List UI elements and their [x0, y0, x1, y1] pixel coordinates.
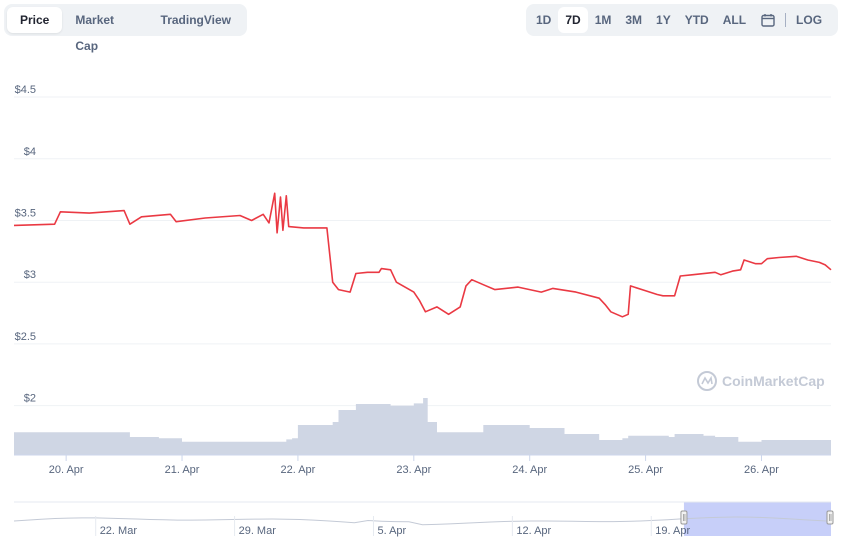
chart-type-tabs: Price Market Cap TradingView: [4, 4, 247, 53]
y-tick-label: $4: [24, 146, 36, 158]
range-1y-button[interactable]: 1Y: [656, 13, 671, 27]
navigator-tick-label: 29. Mar: [239, 525, 277, 537]
navigator-handle-right[interactable]: [826, 510, 834, 525]
y-tick-label: $3.5: [15, 207, 36, 219]
price-line: [13, 192, 832, 318]
x-tick-label: 21. Apr: [165, 464, 200, 476]
volume-bars: [14, 398, 831, 455]
tab-tradingview[interactable]: TradingView: [160, 13, 231, 27]
tab-market-cap[interactable]: Market Cap: [75, 13, 115, 53]
x-tick-label: 26. Apr: [744, 464, 779, 476]
range-3m-button[interactable]: 3M: [625, 13, 643, 27]
range-1d-button[interactable]: 1D: [536, 13, 552, 27]
grid-lines: [14, 96, 831, 407]
x-tick-label: 23. Apr: [396, 464, 431, 476]
tab-price[interactable]: Price: [7, 7, 63, 33]
range-buttons: 1D 7D 1M 3M 1Y YTD ALL: [529, 7, 753, 33]
coinmarketcap-logo-icon: [697, 371, 717, 391]
x-axis: 20. Apr 21. Apr 22. Apr 23. Apr 24. Apr 25. A…: [14, 454, 831, 476]
range-selector: 1D 7D 1M 3M 1Y YTD ALL LOG: [526, 4, 838, 36]
y-tick-label: $3: [24, 269, 36, 281]
range-1m-button[interactable]: 1M: [594, 13, 612, 27]
range-ytd-button[interactable]: YTD: [684, 13, 709, 27]
coinmarketcap-logo-mark: [701, 375, 713, 385]
navigator-tick-label: 12. Apr: [516, 525, 551, 537]
x-tick-label: 22. Apr: [280, 464, 315, 476]
watermark-text: CoinMarketCap: [722, 373, 825, 389]
x-tick-label: 20. Apr: [49, 464, 84, 476]
navigator-selection: [683, 502, 831, 536]
navigator-tick-label: 22. Mar: [100, 525, 138, 537]
y-axis: $4.5 $4 $3.5 $3 $2.5 $2: [15, 84, 36, 405]
navigator-tick-label: 19. Apr: [655, 525, 690, 537]
y-tick-label: $2: [24, 393, 36, 405]
y-tick-label: $4.5: [15, 84, 36, 96]
navigator-handle-left[interactable]: [680, 510, 688, 525]
x-tick-label: 24. Apr: [512, 464, 547, 476]
price-series: [13, 192, 832, 318]
navigator-tick-label: 5. Apr: [377, 525, 406, 537]
x-tick-label: 25. Apr: [628, 464, 663, 476]
range-7d-button[interactable]: 7D: [558, 7, 588, 33]
volume-area: [14, 398, 831, 455]
y-tick-label: $2.5: [15, 331, 36, 343]
navigator-line: [13, 516, 832, 526]
navigator: 22. Mar 29. Mar 5. Apr 12. Apr 19. Apr: [13, 501, 834, 537]
calendar-icon[interactable]: [755, 7, 781, 33]
range-all-button[interactable]: ALL: [722, 13, 747, 27]
navigator-background: [14, 502, 831, 536]
separator: [785, 13, 787, 27]
watermark: CoinMarketCap: [697, 371, 825, 391]
log-toggle-button[interactable]: LOG: [796, 13, 823, 27]
